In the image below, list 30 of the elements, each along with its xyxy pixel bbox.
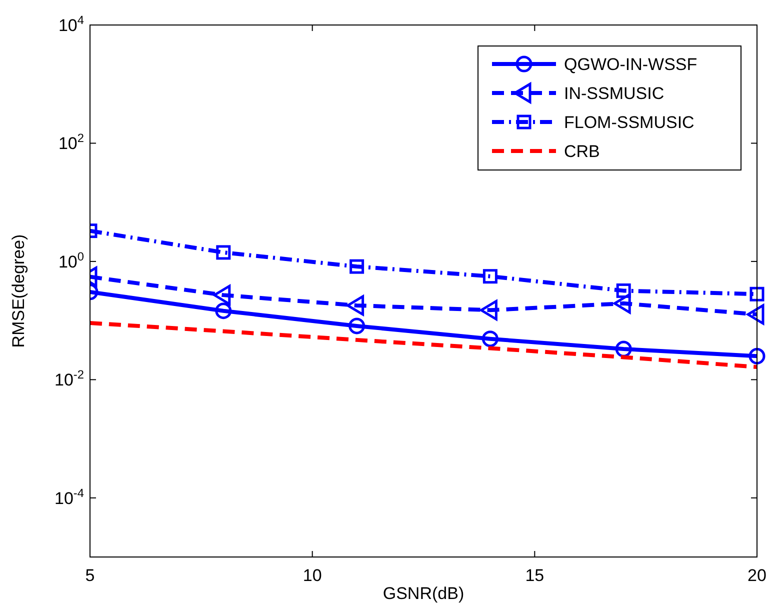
line-series: [90, 320, 759, 369]
point: [746, 304, 764, 325]
point: [216, 245, 231, 260]
y-tick-label: 10$^{0}$: [58, 249, 84, 272]
y-tick-label: 10$^{-4}$: [54, 486, 84, 508]
x-tick-label: 5: [85, 566, 95, 585]
point: [346, 295, 364, 316]
point: [480, 300, 498, 320]
legend-label: QGWO-IN-WSSF: [564, 55, 698, 74]
point: [748, 348, 766, 364]
point: [215, 302, 232, 320]
point: [350, 259, 364, 274]
y-tick-label: 10$^{-2}$: [54, 368, 84, 390]
y-axis-title: RMSE(degree): [9, 234, 28, 348]
y-tick-label: 10$^{4}$: [58, 13, 84, 35]
x-tick-label: 20: [748, 566, 766, 585]
legend-label: IN-SSMUSIC: [564, 84, 664, 103]
legend-label: FLOM-SSMUSIC: [564, 113, 694, 132]
point: [482, 330, 498, 348]
point: [482, 269, 498, 284]
point: [213, 284, 231, 306]
x-tick-label: 10: [302, 566, 322, 585]
point: [750, 286, 764, 302]
point: [348, 318, 366, 334]
y-tick-label: 10$^{2}$: [58, 131, 84, 154]
point: [616, 283, 631, 298]
x-tick-label: 15: [525, 566, 544, 585]
legend-label: CRB: [564, 142, 600, 161]
x-axis-title: GSNR(dB): [382, 584, 464, 603]
point: [613, 293, 631, 314]
